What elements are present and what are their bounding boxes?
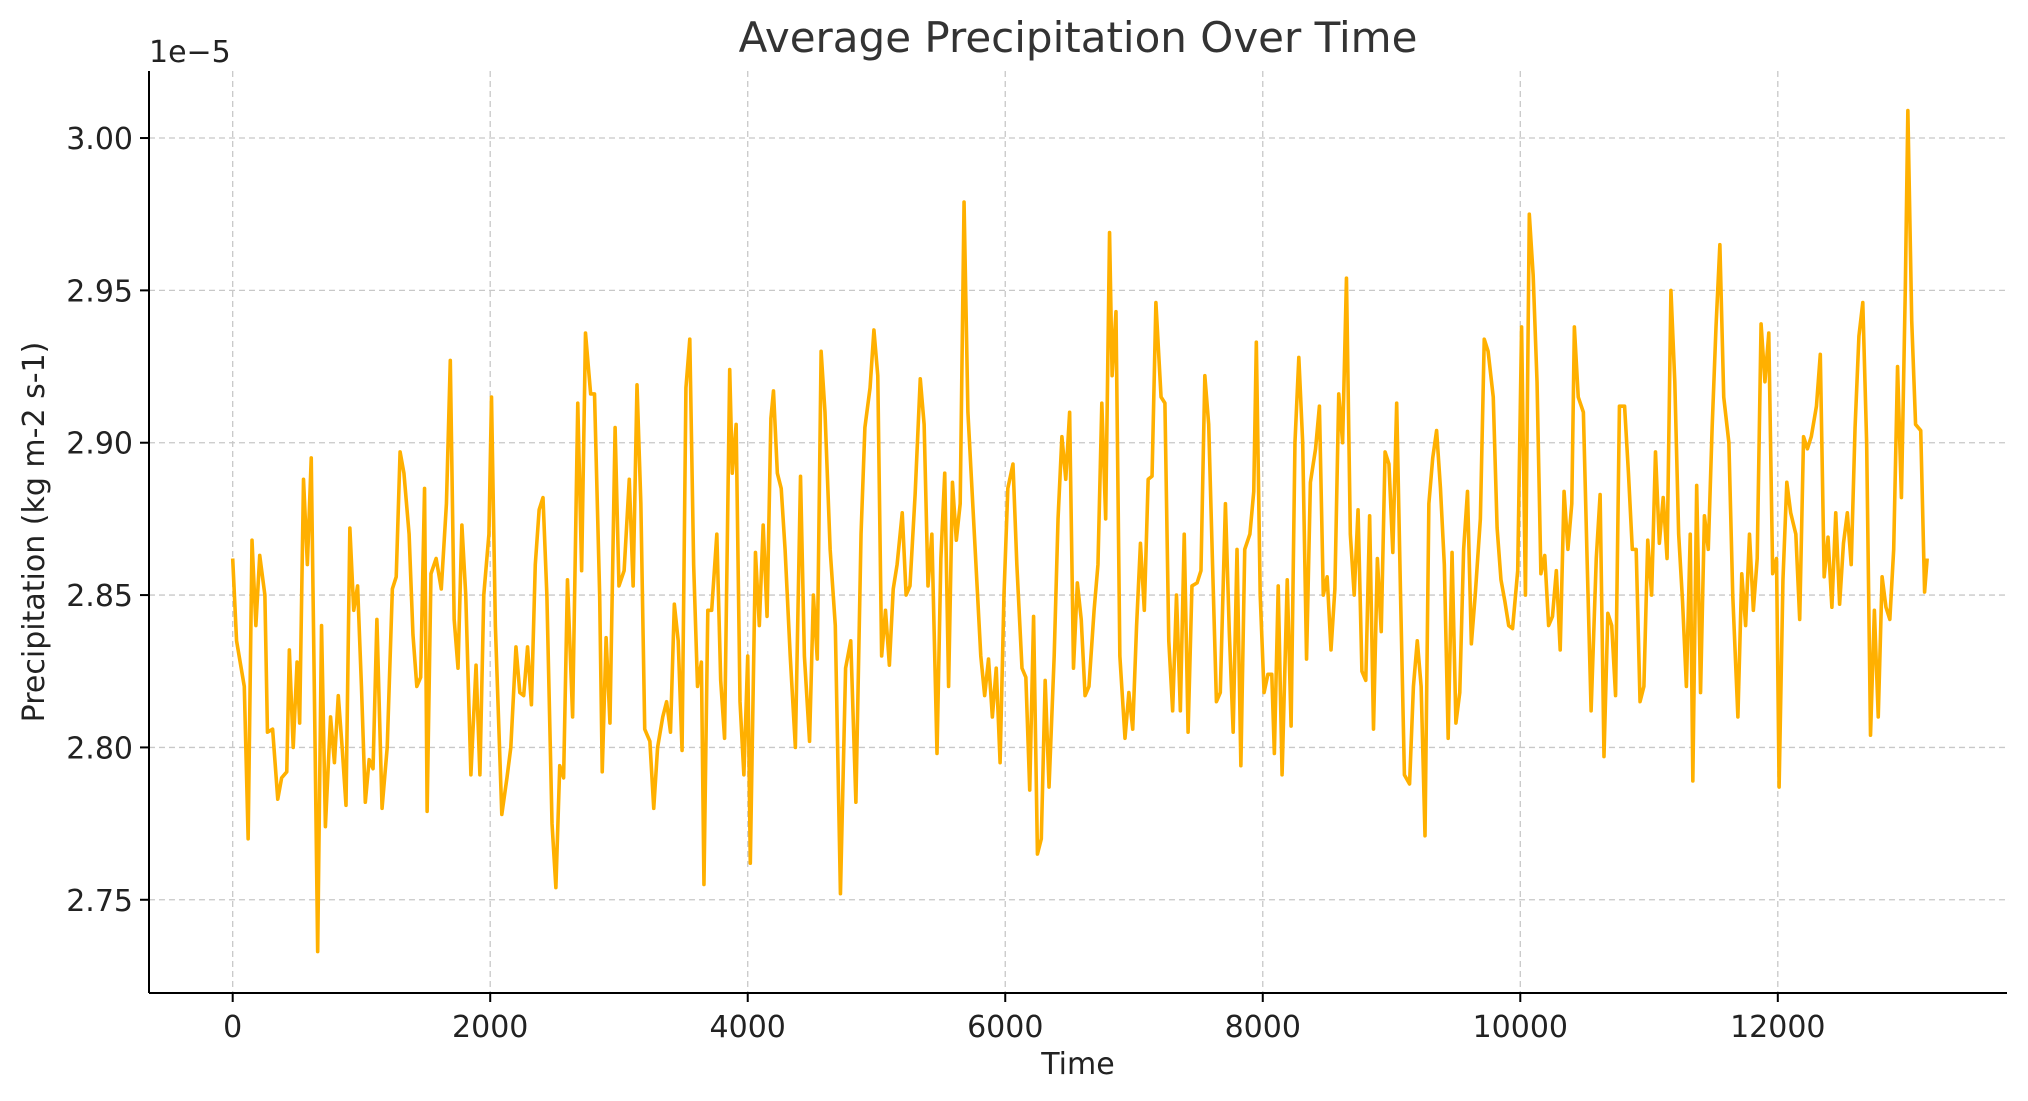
y-tick-label: 2.85 (66, 579, 133, 614)
x-axis-label: Time (1040, 1047, 1114, 1082)
y-axis-label: Precipitation (kg m-2 s-1) (17, 342, 52, 723)
x-tick-label: 6000 (967, 1010, 1043, 1045)
y-tick-label: 2.90 (66, 427, 133, 462)
x-tick-label: 2000 (452, 1010, 528, 1045)
x-tick-label: 4000 (710, 1010, 786, 1045)
x-tick-label: 12000 (1730, 1010, 1825, 1045)
chart-title: Average Precipitation Over Time (739, 13, 1418, 62)
y-tick-label: 2.80 (66, 731, 133, 766)
y-tick-label: 3.00 (66, 122, 133, 157)
y-tick-label: 2.95 (66, 274, 133, 309)
y-tick-label: 2.75 (66, 884, 133, 919)
x-tick-label: 8000 (1225, 1010, 1301, 1045)
x-tick-label: 0 (223, 1010, 242, 1045)
data-line (230, 108, 1929, 954)
x-tick-label: 10000 (1473, 1010, 1568, 1045)
y-offset-label: 1e−5 (149, 35, 231, 70)
